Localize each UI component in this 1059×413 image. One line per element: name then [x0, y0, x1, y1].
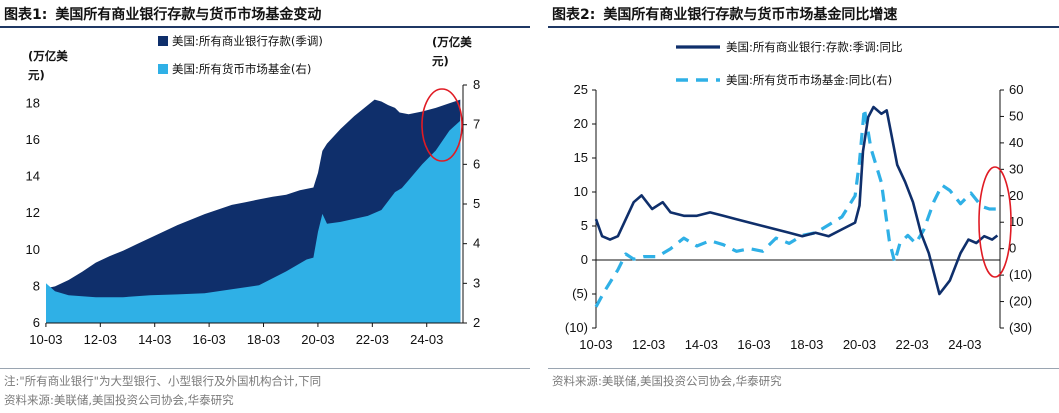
x-tick-label: 16-03: [192, 332, 225, 347]
right-y-tick-label: 20: [1009, 188, 1023, 203]
right-y-tick-label: 50: [1009, 108, 1023, 123]
money-fund-yoy-line: [594, 106, 998, 308]
left-y-axis-unit: (万亿美: [28, 49, 68, 63]
right-y-tick-label: (20): [1009, 294, 1032, 309]
x-tick-label: 14-03: [685, 337, 718, 352]
figure-2-note-rule: [548, 368, 1059, 369]
left-y-tick-label: 6: [33, 315, 40, 330]
figure-2-title-rule: [548, 26, 1059, 28]
left-y-tick-label: 5: [581, 218, 588, 233]
x-tick-label: 12-03: [632, 337, 665, 352]
x-tick-label: 24-03: [948, 337, 981, 352]
right-y-tick-label: 3: [473, 275, 480, 290]
x-tick-label: 10-03: [579, 337, 612, 352]
legend-label-deposits: 美国:所有商业银行存款(季调): [172, 34, 323, 48]
figure-2-number: 图表2:: [552, 7, 596, 23]
right-y-tick-label: 6: [473, 156, 480, 171]
x-tick-label: 22-03: [896, 337, 929, 352]
left-y-tick-label: 10: [26, 242, 40, 257]
right-y-tick-label: 10: [1009, 214, 1023, 229]
right-y-tick-label: 30: [1009, 161, 1023, 176]
right-y-tick-label: 7: [473, 117, 480, 132]
figure-1-chart: 6 8 10 12 14 16 18 2 3 4 5 6 7 8 10-03 12-03 14-03 16-03 1…: [26, 34, 481, 347]
x-tick-label: 24-03: [410, 332, 443, 347]
left-y-tick-label: 18: [26, 95, 40, 110]
left-y-axis-unit: 元): [28, 68, 45, 82]
x-tick-label: 18-03: [247, 332, 280, 347]
figure-1-number: 图表1:: [4, 7, 48, 23]
right-y-tick-label: 0: [1009, 241, 1016, 256]
right-y-tick-label: 4: [473, 236, 480, 251]
figure-2-title: 图表2: 美国所有商业银行存款与货币市场基金同比增速: [552, 4, 897, 24]
left-y-tick-label: (10): [565, 320, 588, 335]
left-y-tick-label: 25: [574, 82, 588, 97]
figure-1-title-text: 美国所有商业银行存款与货币市场基金变动: [55, 7, 322, 23]
deposits-yoy-line: [594, 105, 999, 296]
left-y-tick-label: 15: [574, 150, 588, 165]
highlight-ellipse: [978, 166, 1012, 278]
legend-label-money-fund: 美国:所有货币市场基金(右): [172, 62, 311, 76]
figure-2-source: 资料来源:美联储,美国投资公司协会,华泰研究: [552, 374, 782, 388]
right-y-tick-label: 8: [473, 77, 480, 92]
figure-2-title-text: 美国所有商业银行存款与货币市场基金同比增速: [603, 7, 898, 23]
right-y-axis-unit: (万亿美: [432, 35, 472, 49]
x-tick-label: 16-03: [737, 337, 770, 352]
x-tick-label: 10-03: [29, 332, 62, 347]
legend-swatch-deposits: [158, 36, 168, 46]
x-tick-label: 22-03: [356, 332, 389, 347]
legend-label-deposits-yoy: 美国:所有商业银行:存款:季调:同比: [726, 40, 903, 54]
right-y-tick-label: 5: [473, 196, 480, 211]
figure-1-panel: 图表1: 美国所有商业银行存款与货币市场基金变动 6 8 10 12 14 16 18 2 3 4 5…: [0, 4, 530, 407]
left-y-tick-label: 0: [581, 252, 588, 267]
legend-label-money-fund-yoy: 美国:所有货币市场基金:同比(右): [726, 73, 892, 87]
figure-1-note: 注:"所有商业银行"为大型银行、小型银行及外国机构合计,下同: [4, 374, 322, 388]
left-y-tick-label: (5): [572, 286, 588, 301]
x-tick-label: 20-03: [301, 332, 334, 347]
figure-1-source: 资料来源:美联储,美国投资公司协会,华泰研究: [4, 393, 234, 407]
x-tick-label: 18-03: [790, 337, 823, 352]
figure-2-panel: 图表2: 美国所有商业银行存款与货币市场基金同比增速 25 20 15 10 5 0 (5)(…: [548, 0, 1059, 413]
x-tick-label: 20-03: [843, 337, 876, 352]
figure-1-title-rule: [0, 26, 530, 28]
left-y-tick-label: 14: [26, 169, 40, 184]
x-tick-label: 12-03: [84, 332, 117, 347]
x-tick-label: 14-03: [138, 332, 171, 347]
legend-swatch-money-fund: [158, 64, 168, 74]
right-y-axis-unit: 元): [432, 54, 449, 68]
figure-2-chart: 2520151050(5)(10)6050403020100(10)(20)(3…: [565, 40, 1032, 352]
money-fund-area: [46, 120, 461, 323]
left-y-tick-label: 20: [574, 116, 588, 131]
left-y-tick-label: 8: [33, 278, 40, 293]
highlight-ellipse: [421, 88, 463, 162]
right-y-tick-label: (30): [1009, 320, 1032, 335]
figure-1-note-rule: [0, 368, 530, 369]
right-y-tick-label: 40: [1009, 135, 1023, 150]
right-y-tick-label: 60: [1009, 82, 1023, 97]
figure-1-title: 图表1: 美国所有商业银行存款与货币市场基金变动: [4, 4, 321, 24]
left-y-tick-label: 16: [26, 132, 40, 147]
right-y-tick-label: (10): [1009, 267, 1032, 282]
left-y-tick-label: 10: [574, 184, 588, 199]
left-y-tick-label: 12: [26, 205, 40, 220]
right-y-tick-label: 2: [473, 315, 480, 330]
